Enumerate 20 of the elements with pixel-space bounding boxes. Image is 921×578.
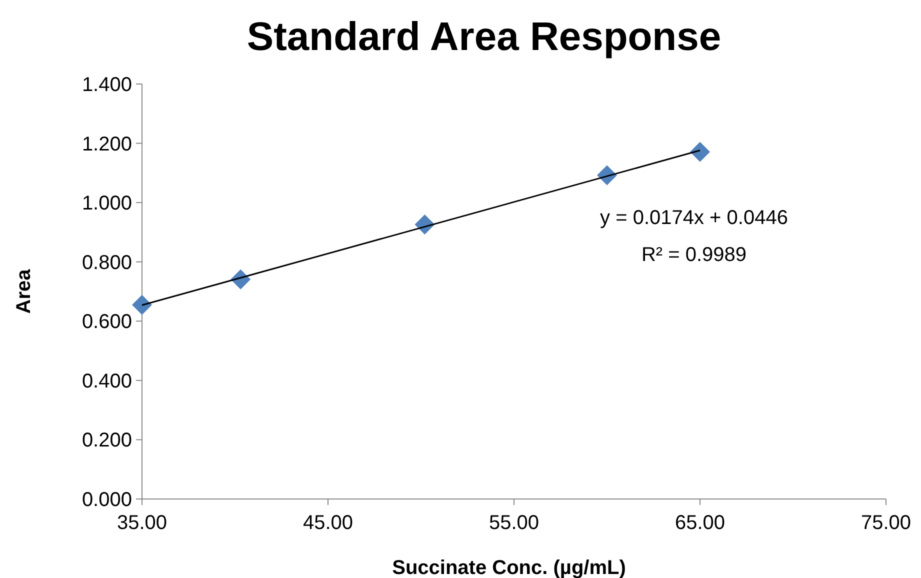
point [132, 294, 152, 315]
y-tick-label: 1.400 [82, 74, 132, 96]
y-tick-label: 0.000 [82, 489, 132, 511]
annotation: R² = 0.9989 [641, 244, 747, 266]
x-tick-label: 55.00 [488, 512, 540, 534]
point [690, 142, 710, 162]
y-tick-label: 0.600 [82, 311, 132, 334]
chart-title: Standard Area Response [246, 15, 722, 59]
y-tick-label: 0.200 [82, 430, 132, 452]
x-tick-label: 35.00 [116, 512, 168, 534]
x-axis-title: Succinate Conc. (µg/mL) [392, 557, 626, 578]
x-tick-label: 75.00 [860, 512, 912, 534]
y-tick-label: 0.400 [82, 370, 132, 392]
y-tick-label: 1.000 [82, 192, 132, 215]
y-axis-title: Area [13, 268, 35, 314]
y-tick-label: 1.200 [82, 133, 132, 156]
annotation: y = 0.0174x + 0.0446 [600, 207, 788, 229]
x-tick-label: 45.00 [302, 512, 354, 534]
x-tick-label: 65.00 [674, 512, 726, 534]
y-tick-label: 0.800 [82, 252, 132, 274]
